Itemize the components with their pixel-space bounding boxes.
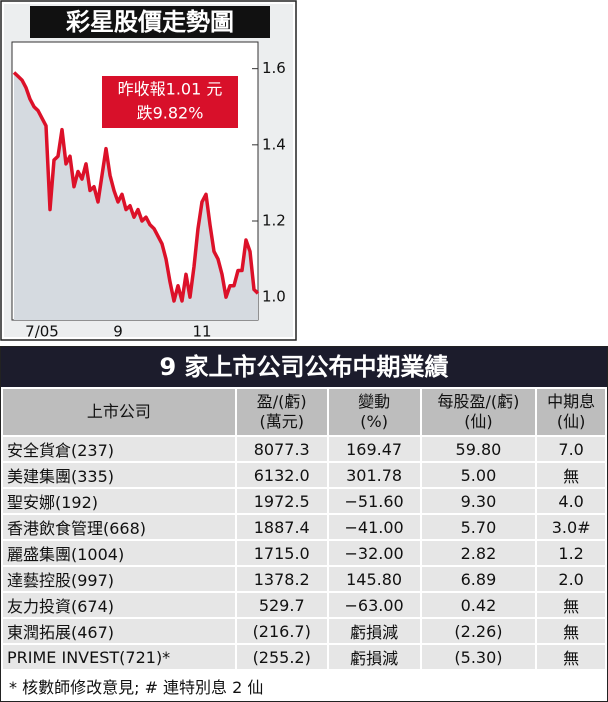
header-cell: 變動 (%) bbox=[328, 389, 420, 435]
annotation: 昨收報1.01 元 bbox=[118, 80, 223, 99]
table-cell: −51.60 bbox=[328, 489, 420, 513]
header-text: (萬元) bbox=[259, 412, 304, 431]
table-cell: 145.80 bbox=[328, 567, 420, 591]
y-tick-label: 1.4 bbox=[262, 135, 286, 153]
table-cell: −63.00 bbox=[328, 593, 420, 617]
table-cell: 0.42 bbox=[421, 593, 536, 617]
table-cell: 301.78 bbox=[328, 463, 420, 487]
table-cell: 2.0 bbox=[537, 567, 605, 591]
table-cell: (5.30) bbox=[421, 645, 536, 669]
table-cell: 美建集團(335) bbox=[3, 463, 235, 487]
y-tick-label: 1.6 bbox=[262, 59, 286, 77]
table-cell: (255.2) bbox=[236, 645, 327, 669]
chart-title: 彩星股價走勢圖 bbox=[65, 8, 234, 36]
table-cell: 達藝控股(997) bbox=[3, 567, 235, 591]
table-cell: −32.00 bbox=[328, 541, 420, 565]
table-cell: 1972.5 bbox=[236, 489, 327, 513]
table-panel: 9 家上市公司公布中期業績 上市公司 盈/(虧) (萬元) 變動 (%) 每股盈/(虧)(… bbox=[0, 346, 608, 702]
table-cell: (2.26) bbox=[421, 619, 536, 643]
header-cell: 每股盈/(虧) (仙) bbox=[421, 389, 536, 435]
table-row: 香港飲食管理(668) 1887.4 −41.00 5.70 3.0# bbox=[3, 515, 605, 539]
table-cell: 5.70 bbox=[421, 515, 536, 539]
table-cell: 無 bbox=[537, 645, 605, 669]
table-cell: 5.00 bbox=[421, 463, 536, 487]
table-cell: 9.30 bbox=[421, 489, 536, 513]
table-row: 東潤拓展(467) (216.7) 虧損減 (2.26) 無 bbox=[3, 619, 605, 643]
area bbox=[14, 72, 258, 320]
header-cell: 盈/(虧) (萬元) bbox=[236, 389, 327, 435]
table-cell: 59.80 bbox=[421, 437, 536, 461]
footnote: * 核數師修改意見; # 連特別息 2 仙 bbox=[1, 671, 607, 701]
table-cell: 安全貨倉(237) bbox=[3, 437, 235, 461]
header-text: 中期息 bbox=[547, 392, 596, 411]
table-cell: 虧損減 bbox=[328, 645, 420, 669]
header-cell: 中期息 (仙) bbox=[537, 389, 605, 435]
chart: 彩星股價走勢圖 昨收報1.01 元 跌9.82% 1.0 1.2 1.4 1.6 7/0… bbox=[0, 0, 297, 341]
title-bar bbox=[30, 6, 270, 38]
header-cell: 上市公司 bbox=[3, 389, 235, 435]
table-cell: 虧損減 bbox=[328, 619, 420, 643]
y-tick-label: 1.2 bbox=[262, 211, 286, 229]
table-cell: 麗盛集團(1004) bbox=[3, 541, 235, 565]
table-row: 麗盛集團(1004) 1715.0 −32.00 2.82 1.2 bbox=[3, 541, 605, 565]
y-tick-label: 1.0 bbox=[262, 288, 286, 306]
table-cell: 1715.0 bbox=[236, 541, 327, 565]
table: 上市公司 盈/(虧) (萬元) 變動 (%) 每股盈/(虧) (仙) 中期息 (仙) 安全貨倉(2… bbox=[1, 387, 607, 671]
table-title: 9 家上市公司公布中期業績 bbox=[1, 347, 607, 387]
table-cell: 1887.4 bbox=[236, 515, 327, 539]
table-cell: 7.0 bbox=[537, 437, 605, 461]
table-row: 聖安娜(192) 1972.5 −51.60 9.30 4.0 bbox=[3, 489, 605, 513]
x-tick-label: 7/05 bbox=[25, 323, 59, 341]
table-row: 達藝控股(997) 1378.2 145.80 6.89 2.0 bbox=[3, 567, 605, 591]
x-tick-label: 9 bbox=[113, 323, 123, 341]
line bbox=[12, 71, 260, 303]
table-cell: 3.0# bbox=[537, 515, 605, 539]
header-text: (仙) bbox=[464, 412, 493, 431]
table-cell: 1378.2 bbox=[236, 567, 327, 591]
table-cell: 6.89 bbox=[421, 567, 536, 591]
table-cell: 1.2 bbox=[537, 541, 605, 565]
table-cell: 友力投資(674) bbox=[3, 593, 235, 617]
table-cell: −41.00 bbox=[328, 515, 420, 539]
header-text: 變動 bbox=[358, 392, 391, 411]
table-cell: 4.0 bbox=[537, 489, 605, 513]
table-cell: 529.7 bbox=[236, 593, 327, 617]
table-cell: 無 bbox=[537, 593, 605, 617]
table-cell: 6132.0 bbox=[236, 463, 327, 487]
table-cell: 聖安娜(192) bbox=[3, 489, 235, 513]
table-cell: (216.7) bbox=[236, 619, 327, 643]
header-text: 每股盈/(虧) bbox=[437, 392, 520, 411]
annotation-box bbox=[102, 76, 238, 128]
table-row: 友力投資(674) 529.7 −63.00 0.42 無 bbox=[3, 593, 605, 617]
table-cell: 東潤拓展(467) bbox=[3, 619, 235, 643]
table-cell: 無 bbox=[537, 463, 605, 487]
table-cell: 8077.3 bbox=[236, 437, 327, 461]
header-text: (仙) bbox=[556, 412, 586, 431]
table-cell: 香港飲食管理(668) bbox=[3, 515, 235, 539]
x-tick-label: 11 bbox=[192, 323, 211, 341]
annotation: 跌9.82% bbox=[137, 104, 204, 123]
header-text: 上市公司 bbox=[86, 402, 151, 421]
table-row: 安全貨倉(237) 8077.3 169.47 59.80 7.0 bbox=[3, 437, 605, 461]
table-row: 美建集團(335) 6132.0 301.78 5.00 無 bbox=[3, 463, 605, 487]
table-cell: PRIME INVEST(721)* bbox=[3, 645, 235, 669]
table-cell: 169.47 bbox=[328, 437, 420, 461]
header-text: (%) bbox=[360, 412, 388, 431]
header-text: 盈/(虧) bbox=[256, 392, 307, 411]
table-row: PRIME INVEST(721)* (255.2) 虧損減 (5.30) 無 bbox=[3, 645, 605, 669]
table-cell: 2.82 bbox=[421, 541, 536, 565]
table-cell: 無 bbox=[537, 619, 605, 643]
